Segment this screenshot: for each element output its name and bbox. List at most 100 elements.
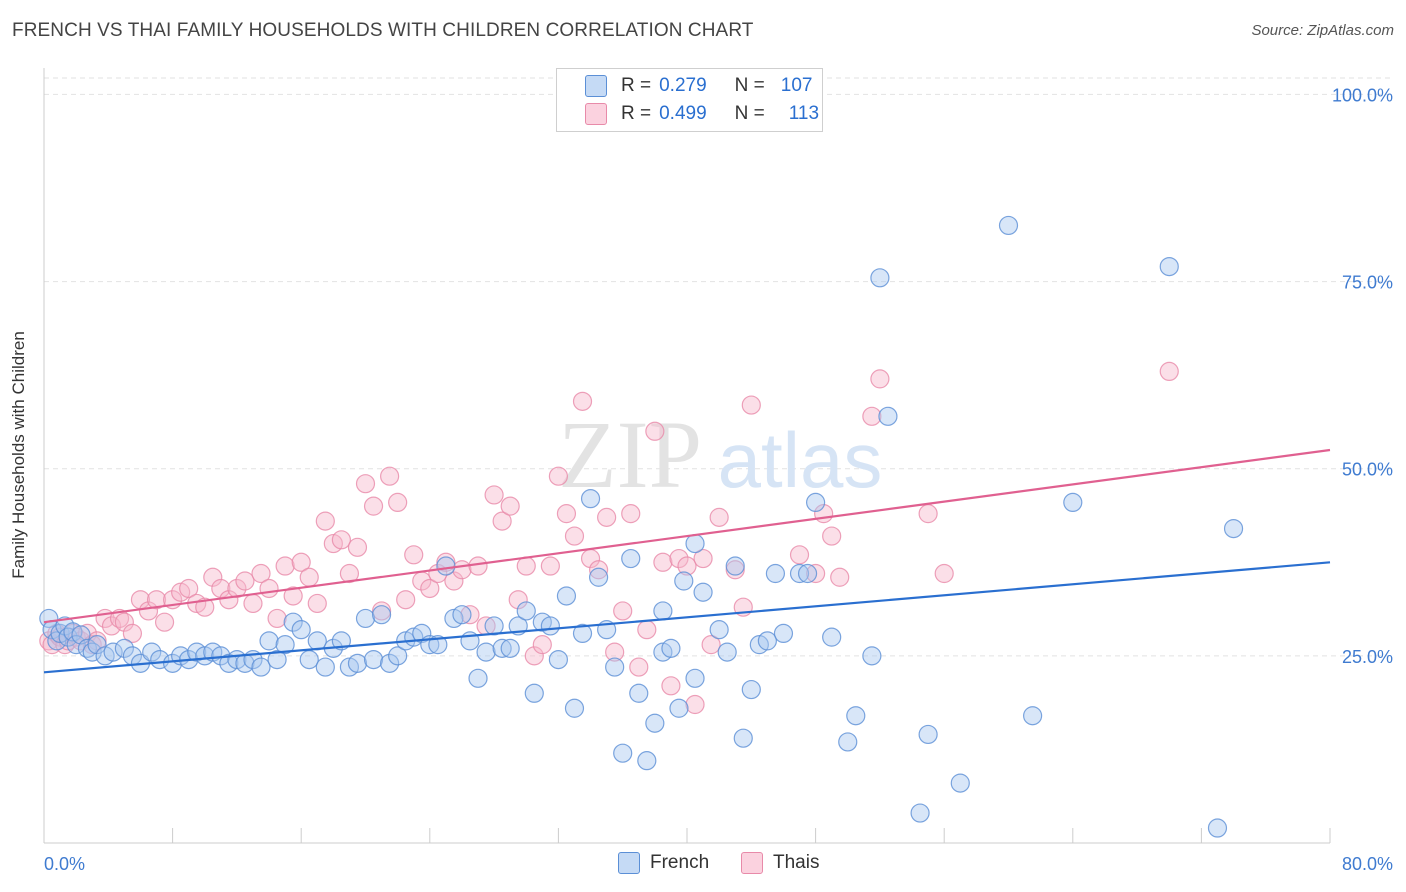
point-thais	[918, 504, 938, 524]
point-thais	[331, 530, 351, 550]
point-thais	[516, 556, 536, 576]
point-thais	[452, 560, 472, 580]
point-french	[674, 571, 694, 591]
point-thais	[677, 556, 697, 576]
watermark-atlas: atlas	[718, 416, 883, 504]
point-thais	[283, 586, 303, 606]
point-french	[347, 653, 368, 673]
source-attribution: Source: ZipAtlas.com	[1251, 22, 1394, 39]
point-thais	[862, 406, 882, 426]
point-french	[685, 668, 705, 688]
point-french	[693, 582, 713, 602]
point-thais	[693, 548, 713, 569]
point-thais	[597, 507, 617, 527]
point-french	[725, 556, 745, 576]
point-french	[605, 657, 625, 677]
point-thais	[251, 563, 271, 584]
point-french	[661, 638, 681, 658]
series-french-points	[39, 215, 1244, 838]
point-thais	[154, 612, 175, 632]
point-french	[613, 743, 633, 763]
point-french	[371, 605, 392, 625]
point-thais	[380, 466, 400, 486]
point-thais	[613, 601, 633, 621]
point-thais	[347, 537, 368, 557]
point-french	[629, 683, 649, 703]
axes	[43, 68, 1331, 844]
point-thais	[444, 571, 464, 591]
point-french	[637, 751, 657, 771]
point-thais	[195, 597, 215, 617]
point-thais	[701, 635, 721, 655]
point-thais	[709, 507, 729, 527]
trend-line-thais	[43, 448, 1331, 624]
point-french	[685, 533, 705, 554]
point-french	[1063, 492, 1083, 512]
point-thais	[524, 646, 544, 666]
point-thais	[259, 578, 279, 599]
legend-label-french: French	[650, 852, 710, 873]
y-tick-label: 75.0%	[1342, 273, 1393, 293]
point-thais	[822, 526, 842, 546]
point-french	[805, 492, 826, 512]
point-thais	[484, 485, 504, 505]
point-thais	[363, 496, 384, 516]
point-thais	[39, 631, 59, 651]
point-french	[709, 620, 729, 640]
legend-n-label: N =	[734, 103, 765, 124]
point-thais	[934, 563, 954, 584]
legend-n-value-thais: 113	[788, 103, 820, 124]
legend-n-value-french: 107	[780, 75, 813, 96]
point-french	[275, 635, 295, 655]
point-thais	[805, 563, 826, 584]
point-french	[998, 215, 1019, 236]
point-french	[283, 612, 303, 632]
point-thais	[492, 511, 512, 531]
point-thais	[101, 616, 122, 636]
point-thais	[556, 504, 577, 524]
point-french	[363, 649, 384, 670]
legend-swatch-french	[618, 852, 640, 874]
point-thais	[621, 504, 641, 524]
point-thais	[243, 593, 263, 614]
point-french	[540, 616, 560, 636]
point-french	[717, 642, 737, 662]
x-tick-label-min: 0.0%	[44, 854, 85, 874]
point-thais	[741, 395, 761, 415]
point-thais	[789, 545, 810, 565]
point-thais	[532, 635, 552, 655]
legend-item-french[interactable]: French	[618, 852, 709, 874]
point-thais	[396, 590, 416, 610]
x-tick-label-max: 80.0%	[1342, 854, 1393, 874]
point-thais	[1159, 361, 1179, 381]
point-thais	[468, 556, 488, 576]
y-tick-label: 25.0%	[1342, 647, 1393, 667]
point-french	[556, 586, 577, 606]
legend-item-thais[interactable]: Thais	[741, 852, 819, 874]
point-french	[331, 631, 351, 651]
point-french	[572, 623, 593, 644]
point-french	[765, 563, 786, 584]
legend-swatch-french	[585, 75, 607, 97]
point-french	[910, 803, 930, 823]
point-thais	[500, 496, 520, 516]
point-thais	[203, 567, 223, 587]
point-thais	[339, 563, 360, 584]
point-thais	[540, 556, 560, 576]
point-french	[299, 649, 319, 670]
legend-r-label: R =	[621, 103, 652, 124]
point-french	[564, 698, 585, 718]
point-french	[114, 638, 134, 658]
point-french	[500, 638, 520, 658]
point-thais	[830, 567, 850, 587]
point-french	[878, 406, 898, 426]
point-french	[789, 563, 810, 584]
point-french	[163, 653, 183, 673]
point-french	[452, 605, 472, 625]
point-french	[267, 649, 287, 670]
point-french	[870, 268, 890, 288]
series-legend: French Thais	[0, 852, 1406, 878]
point-french	[1223, 518, 1244, 539]
point-french	[950, 773, 970, 793]
point-french	[524, 683, 544, 703]
